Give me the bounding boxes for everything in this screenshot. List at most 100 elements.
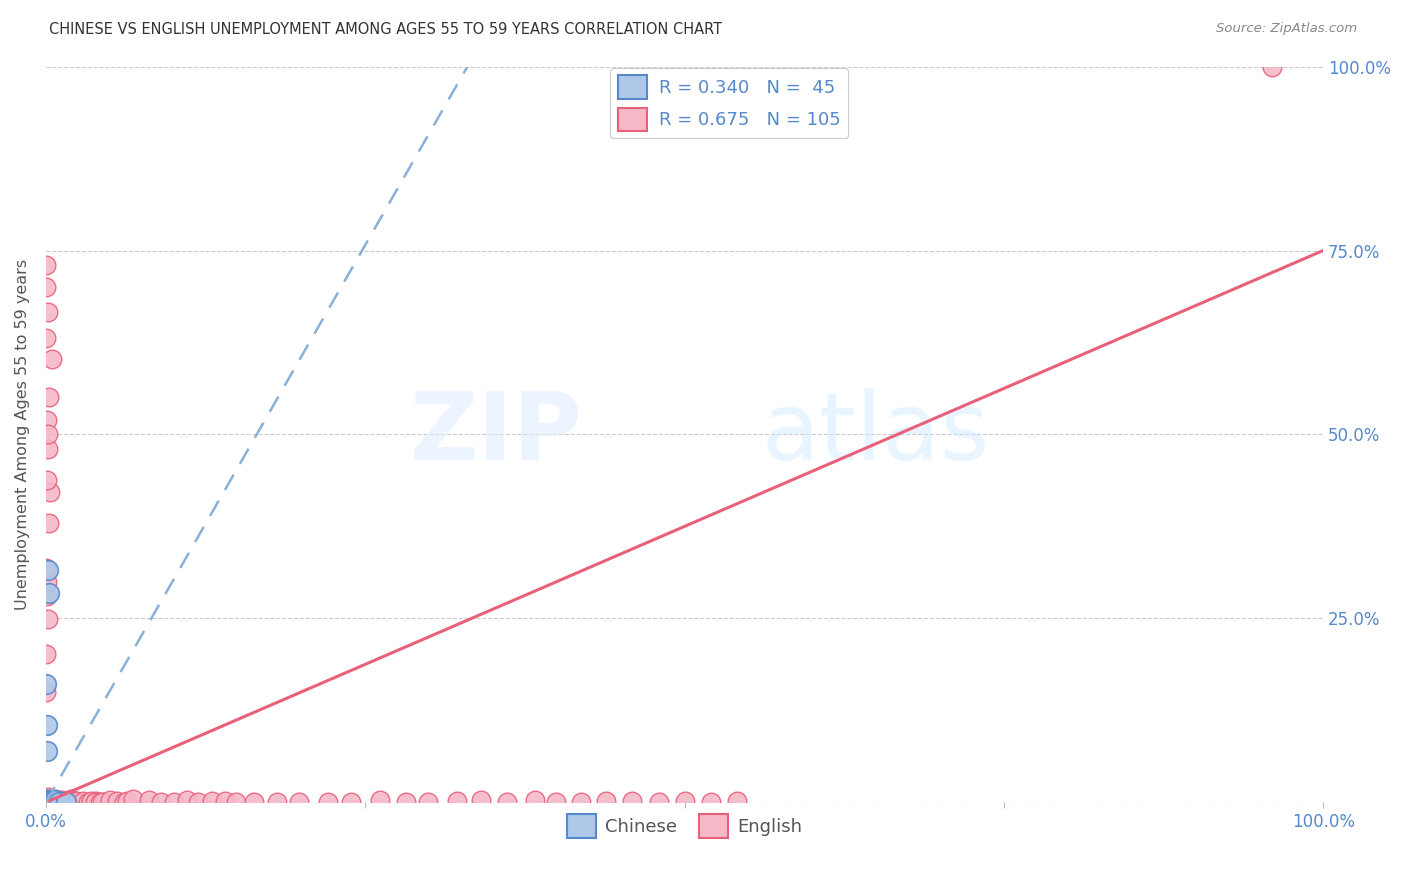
Point [35, 795, 58, 809]
Point [266, 795, 288, 809]
Point [121, 792, 143, 806]
Point [105, 794, 128, 808]
Point [35, 744, 58, 758]
Point [44, 794, 66, 808]
Point [90, 795, 112, 809]
Point [35, 793, 58, 807]
Point [37, 793, 59, 807]
Point [35, 794, 58, 808]
Point [37, 793, 59, 807]
Point [648, 795, 671, 809]
Point [48, 795, 70, 809]
Point [595, 794, 617, 808]
Point [55, 795, 77, 809]
Point [35, 684, 58, 698]
Point [53, 795, 76, 809]
Point [35, 560, 58, 574]
Point [37, 575, 59, 590]
Point [35, 795, 58, 809]
Point [48, 795, 70, 809]
Point [51, 795, 73, 809]
Point [243, 795, 266, 809]
Point [79, 795, 101, 809]
Point [39, 484, 62, 499]
Point [395, 795, 418, 809]
Point [42, 794, 65, 808]
Point [176, 793, 198, 807]
Point [35, 280, 58, 294]
Point [35, 473, 58, 487]
Point [620, 794, 643, 808]
Point [214, 794, 236, 808]
Point [39, 794, 62, 808]
Point [41, 795, 63, 809]
Point [42, 793, 65, 807]
Point [35, 794, 58, 808]
Point [35, 647, 58, 661]
Point [59, 795, 82, 809]
Point [72, 795, 94, 809]
Point [80, 794, 103, 808]
Point [112, 795, 135, 809]
Point [77, 795, 100, 809]
Point [44, 792, 66, 806]
Point [37, 795, 59, 809]
Point [37, 562, 59, 576]
Point [38, 794, 60, 808]
Point [523, 793, 546, 807]
Point [725, 794, 748, 808]
Point [39, 795, 62, 809]
Point [150, 795, 173, 809]
Point [84, 794, 107, 808]
Point [56, 795, 79, 809]
Point [37, 794, 59, 808]
Point [39, 793, 62, 807]
Point [138, 793, 160, 807]
Point [89, 795, 111, 809]
Text: Source: ZipAtlas.com: Source: ZipAtlas.com [1216, 22, 1357, 36]
Point [35, 331, 58, 345]
Point [41, 351, 63, 366]
Point [339, 795, 361, 809]
Point [35, 793, 58, 807]
Point [35, 795, 58, 809]
Point [35, 795, 58, 809]
Point [46, 794, 69, 808]
Point [35, 794, 58, 808]
Point [37, 427, 59, 442]
Point [42, 794, 65, 808]
Point [60, 794, 83, 808]
Point [37, 794, 59, 808]
Text: CHINESE VS ENGLISH UNEMPLOYMENT AMONG AGES 55 TO 59 YEARS CORRELATION CHART: CHINESE VS ENGLISH UNEMPLOYMENT AMONG AG… [49, 22, 723, 37]
Point [163, 795, 186, 809]
Point [37, 304, 59, 318]
Point [66, 794, 89, 808]
Point [66, 795, 89, 809]
Point [699, 795, 721, 809]
Point [35, 795, 58, 809]
Point [37, 612, 59, 626]
Point [35, 795, 58, 809]
Point [37, 793, 59, 807]
Point [316, 795, 339, 809]
Point [37, 793, 59, 807]
Point [39, 794, 62, 808]
Point [35, 413, 58, 427]
Point [187, 795, 209, 809]
Point [37, 794, 59, 808]
Point [673, 794, 696, 808]
Point [41, 795, 63, 809]
Point [55, 794, 77, 808]
Point [35, 677, 58, 691]
Point [38, 586, 60, 600]
Point [83, 795, 105, 809]
Point [38, 795, 60, 809]
Point [37, 795, 59, 809]
Point [39, 795, 62, 809]
Point [49, 795, 72, 809]
Point [42, 795, 65, 809]
Point [38, 795, 60, 809]
Point [37, 794, 59, 808]
Point [115, 793, 138, 807]
Point [37, 793, 59, 807]
